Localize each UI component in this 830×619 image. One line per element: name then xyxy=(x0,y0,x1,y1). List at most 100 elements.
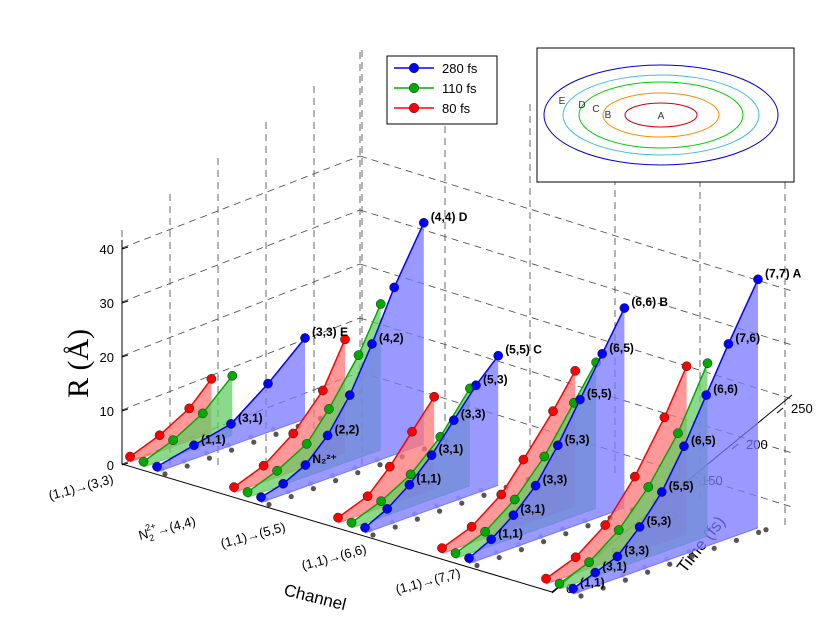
chart-annotations: (3,3) E (3,1) (1,1) (4,4) D (4,2) (2,2) N₂²⁺ (5… xyxy=(201,210,802,590)
series-fill-area xyxy=(365,355,499,533)
series-point xyxy=(184,403,195,414)
series-fill-area xyxy=(469,308,625,564)
baseline-dot xyxy=(310,486,316,492)
series-point xyxy=(570,552,581,563)
point-annotation: (3,1) xyxy=(439,442,464,456)
series-point xyxy=(288,428,299,439)
series-fill-base xyxy=(364,484,499,534)
point-annotation: (5,3) xyxy=(565,432,590,446)
time-tick-mark xyxy=(551,587,559,594)
point-annotation: (1,1) xyxy=(201,432,226,446)
legend-label: 80 fs xyxy=(442,101,471,116)
series-point xyxy=(154,430,165,441)
series-point xyxy=(659,412,670,423)
series-point xyxy=(450,548,461,558)
series-point xyxy=(471,380,481,391)
z-tick-mark xyxy=(121,408,129,412)
series-line xyxy=(468,307,626,559)
series-point xyxy=(486,534,497,545)
point-annotation: (5,5) xyxy=(587,387,612,401)
series-point xyxy=(629,471,640,482)
channel-axis-line xyxy=(121,463,553,593)
series-point xyxy=(508,510,519,521)
point-annotation: (5,3) xyxy=(483,372,508,386)
inset-ellipse-label: E xyxy=(559,96,566,107)
series-point xyxy=(382,504,393,514)
series-point xyxy=(584,557,594,568)
channel-axis-title: Channel xyxy=(282,580,348,614)
series-point xyxy=(541,573,551,584)
point-annotation: (1,1) xyxy=(580,576,605,590)
baseline-dot xyxy=(229,447,235,453)
series-point xyxy=(552,440,563,451)
inset-ellipse xyxy=(562,74,760,156)
series-point xyxy=(701,390,712,400)
series-point xyxy=(376,496,386,507)
baseline-dot xyxy=(162,471,168,477)
series-point xyxy=(702,358,713,369)
inset-ellipse-label: D xyxy=(578,100,585,111)
series-point xyxy=(600,520,611,530)
series-point xyxy=(681,361,692,372)
point-annotation: (3,1) xyxy=(238,411,263,425)
grid-line-z xyxy=(121,263,361,357)
point-annotation: (5,3) xyxy=(647,514,672,528)
series-point xyxy=(466,521,477,532)
series-point xyxy=(256,492,266,502)
series-point xyxy=(405,469,416,480)
series-point xyxy=(346,517,357,528)
legend-label: 280 fs xyxy=(442,61,478,76)
legend-swatch-marker xyxy=(408,82,420,94)
series-fill-area xyxy=(261,222,424,503)
series-point xyxy=(125,451,135,462)
point-annotation: (1,1) xyxy=(416,472,441,486)
z-tick-mark xyxy=(121,300,129,304)
series-point xyxy=(152,461,162,472)
series-fill-area xyxy=(573,279,758,594)
point-annotation: (6,5) xyxy=(691,433,716,447)
point-annotation: (3,3) xyxy=(543,473,568,487)
series-point xyxy=(554,578,565,589)
inset-ellipse-label: B xyxy=(605,110,612,121)
series-point xyxy=(360,522,370,533)
inset-ellipse xyxy=(624,102,698,128)
series-fill-base xyxy=(468,507,625,564)
grid-line-z-back xyxy=(359,209,793,346)
z-tick-mark xyxy=(121,462,129,466)
baseline-dot xyxy=(541,539,547,545)
baseline-dot xyxy=(711,545,717,551)
point-annotation: (6,5) xyxy=(609,341,634,355)
series-point xyxy=(229,482,239,492)
inset-ellipse-label: C xyxy=(592,104,599,115)
series-point xyxy=(197,408,208,419)
inset-ellipse-label: A xyxy=(658,111,665,122)
series-point xyxy=(673,428,683,439)
series-point xyxy=(723,339,734,349)
point-annotation: (7,6) xyxy=(735,331,760,345)
legend-label: 110 fs xyxy=(442,81,477,96)
series-point xyxy=(263,378,273,389)
inset-ellipse-diagram: A BCD E xyxy=(536,47,795,183)
series-line xyxy=(441,370,576,549)
series-line xyxy=(247,303,382,493)
series-point xyxy=(530,480,541,491)
series-point xyxy=(539,451,550,462)
point-annotation: (4,2) xyxy=(379,331,404,345)
series-fill-base xyxy=(260,443,424,503)
series-point xyxy=(333,512,343,523)
channel-tick-label: N22+→(4,4) xyxy=(136,510,198,545)
series-point xyxy=(375,299,386,309)
baseline-dot xyxy=(756,529,762,536)
z-tick-label: 20 xyxy=(100,350,114,365)
series-point xyxy=(384,461,395,472)
point-annotation: (3,3) xyxy=(624,544,649,558)
legend-swatch-marker xyxy=(408,102,420,114)
baseline-dot xyxy=(251,439,257,445)
baseline-dot xyxy=(288,493,294,500)
baseline-dot xyxy=(689,553,695,559)
series-point xyxy=(575,394,585,405)
series-point xyxy=(367,339,377,349)
point-annotation: (3,1) xyxy=(520,502,545,516)
series-point xyxy=(353,350,364,360)
point-annotation: (5,5) xyxy=(669,479,694,493)
